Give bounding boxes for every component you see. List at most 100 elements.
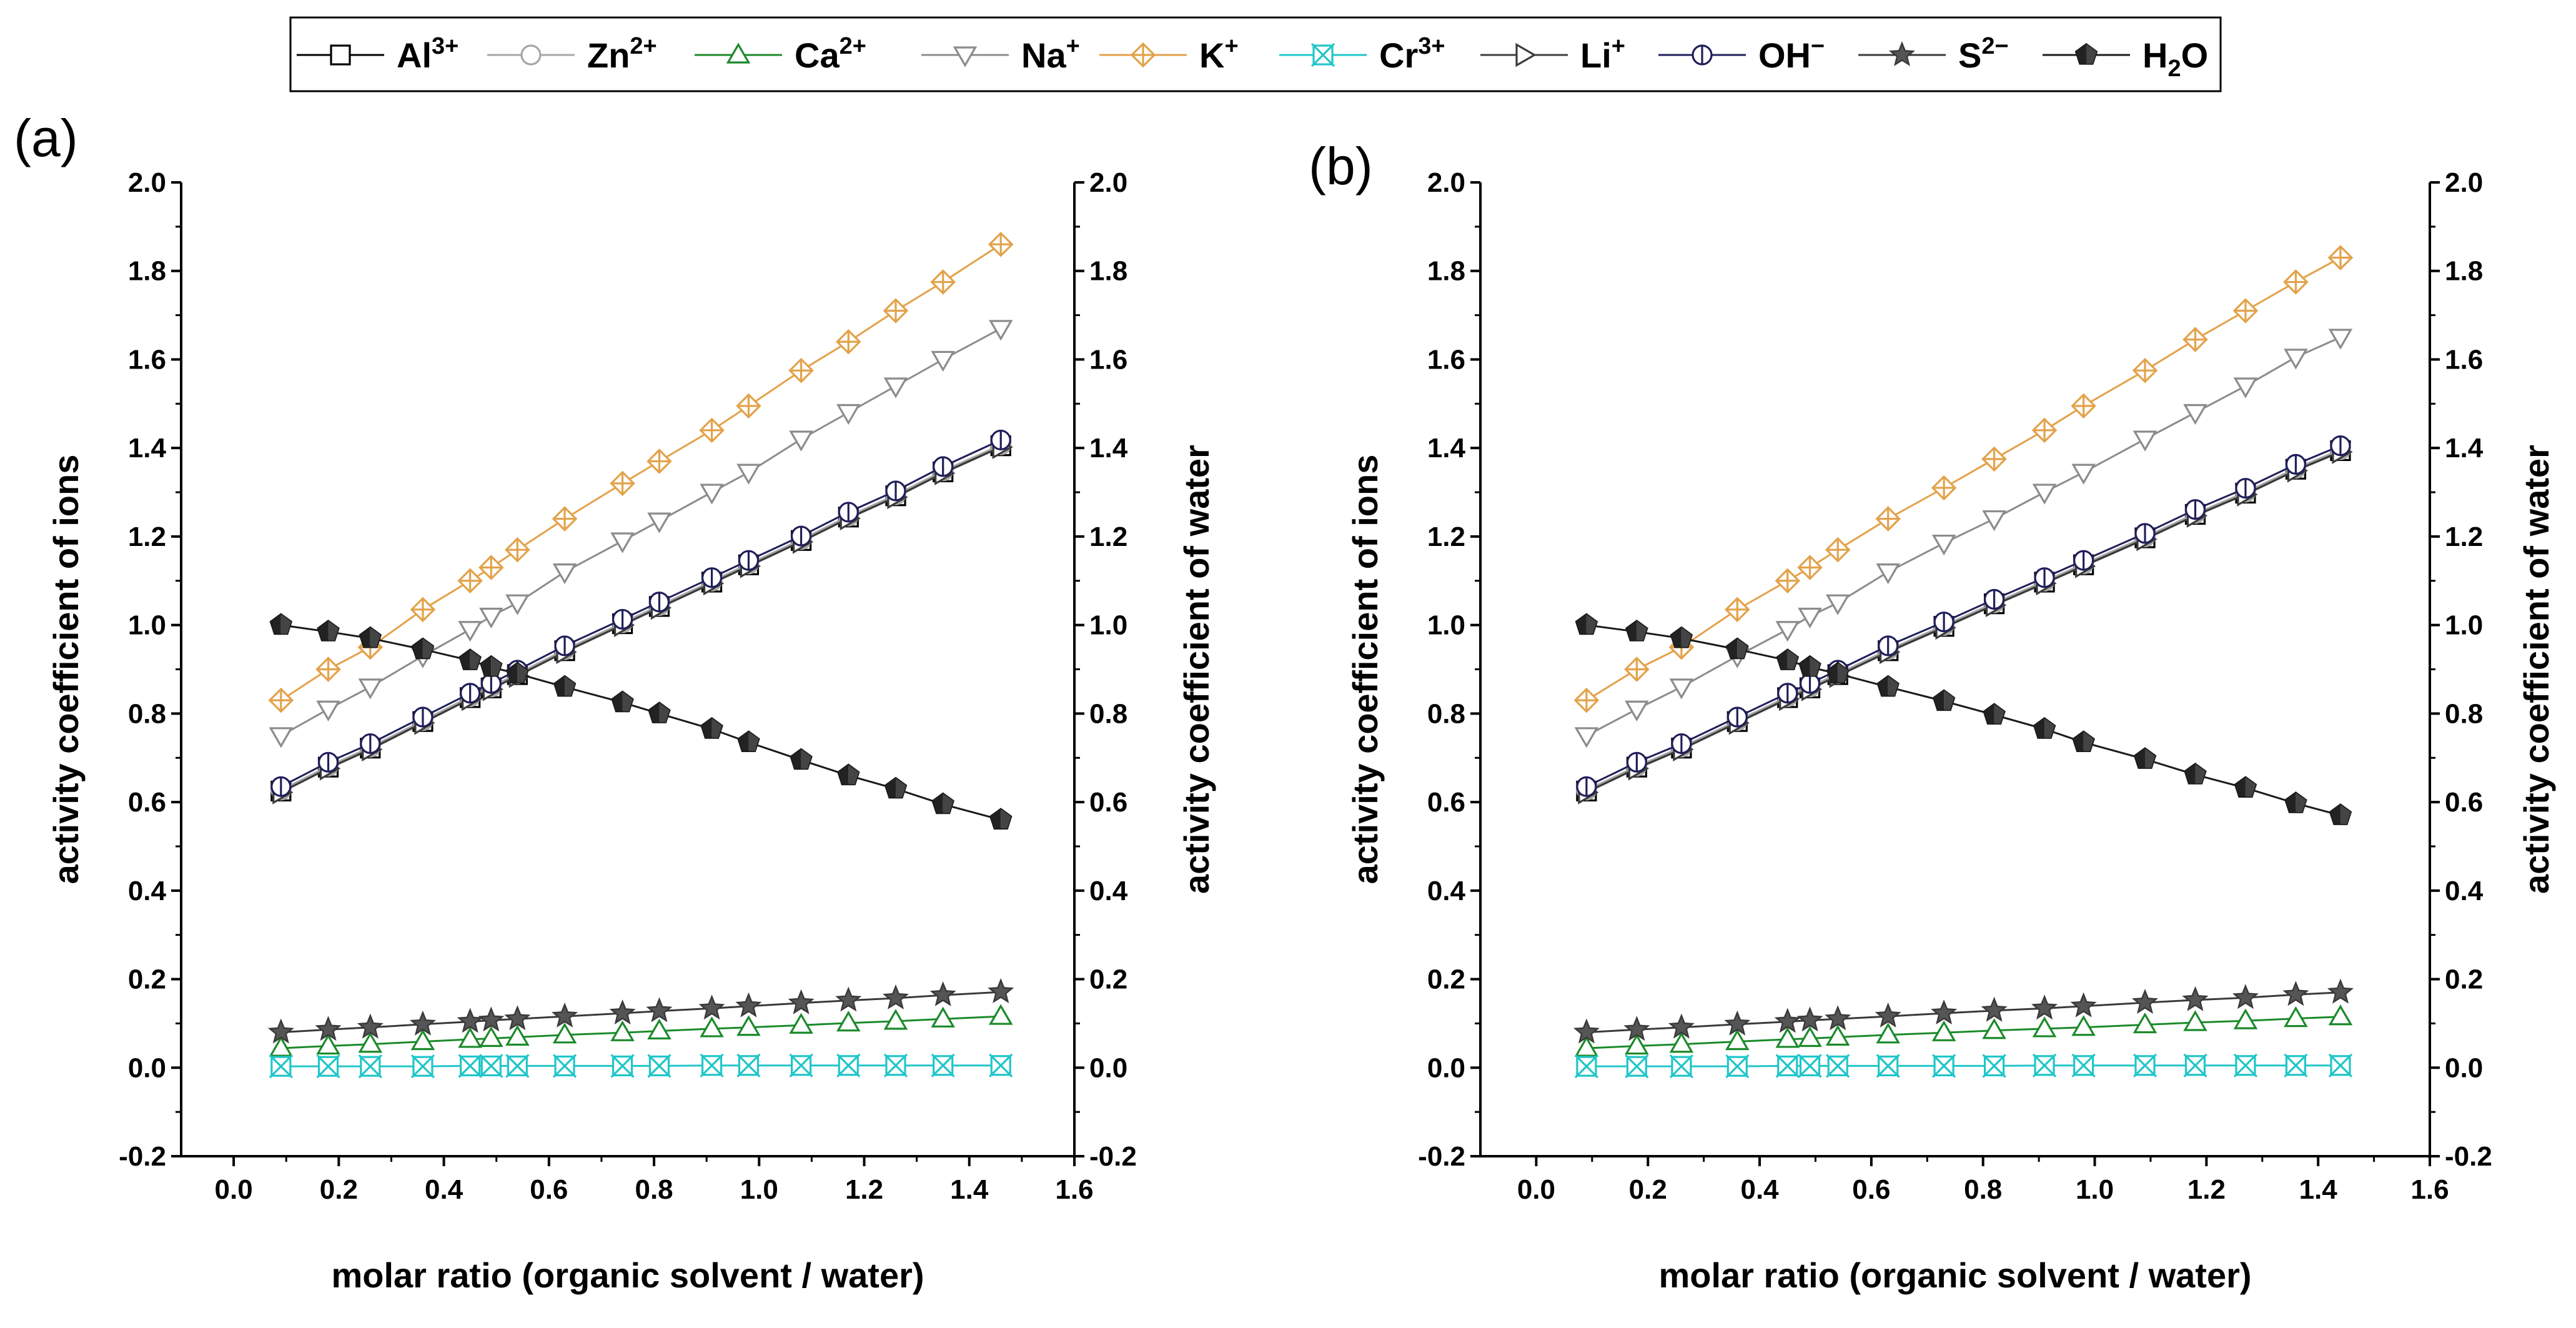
x-tick-label: 1.0 bbox=[2076, 1174, 2114, 1205]
data-point-na bbox=[316, 700, 340, 721]
y-tick-label: -0.2 bbox=[1418, 1141, 1465, 1172]
data-point-na bbox=[736, 463, 761, 485]
data-point-h2o bbox=[480, 655, 503, 677]
data-point-ca bbox=[610, 1020, 635, 1041]
data-point-h2o bbox=[700, 716, 723, 739]
data-point-h2o bbox=[1776, 648, 1800, 670]
data-point-s bbox=[267, 1018, 294, 1044]
data-point-ca bbox=[1775, 1027, 1800, 1048]
data-point-h2o bbox=[2133, 747, 2157, 769]
y-tick-label: 1.6 bbox=[128, 344, 166, 375]
data-point-oh bbox=[933, 456, 954, 477]
data-point-s bbox=[735, 992, 762, 1018]
data-point-cr bbox=[610, 1054, 635, 1078]
data-point-k bbox=[268, 687, 294, 713]
x-tick-label: 1.2 bbox=[2187, 1174, 2226, 1205]
data-point-k bbox=[1981, 446, 2007, 472]
data-point-s bbox=[2232, 984, 2259, 1009]
y-right-tick-label: 0.2 bbox=[2445, 964, 2483, 995]
y-tick-label: 0.2 bbox=[128, 964, 166, 995]
data-point-oh bbox=[2184, 499, 2206, 520]
data-point-k bbox=[930, 269, 956, 295]
data-point-h2o bbox=[1670, 626, 1693, 648]
data-point-cr bbox=[1669, 1054, 1694, 1079]
series-line-ca bbox=[1586, 1016, 2341, 1049]
data-point-cr bbox=[647, 1054, 671, 1078]
data-point-cr bbox=[1775, 1054, 1800, 1078]
series-h2o-a bbox=[269, 613, 1013, 830]
data-point-s bbox=[552, 1002, 578, 1028]
data-point-oh bbox=[838, 502, 859, 523]
x-tick-label: 1.4 bbox=[2299, 1174, 2338, 1205]
data-point-h2o bbox=[1625, 620, 1648, 642]
data-point-oh bbox=[2034, 567, 2055, 588]
data-point-na bbox=[2233, 377, 2258, 399]
data-point-ca bbox=[2183, 1010, 2207, 1031]
data-point-s bbox=[357, 1013, 384, 1039]
data-point-cr bbox=[505, 1054, 530, 1078]
data-point-s bbox=[409, 1010, 436, 1036]
data-point-s bbox=[1724, 1010, 1751, 1036]
data-point-k bbox=[1573, 687, 1600, 713]
data-point-h2o bbox=[359, 626, 382, 648]
data-point-s bbox=[1931, 999, 1958, 1025]
data-point-h2o bbox=[1876, 675, 1900, 697]
data-point-h2o bbox=[269, 613, 293, 635]
y-right-tick-label: -0.2 bbox=[2445, 1141, 2492, 1172]
y-axis-title: activity coefficient of ions bbox=[46, 455, 86, 885]
x-tick-label: 0.8 bbox=[1964, 1174, 2002, 1205]
y-right-tick-label: 1.8 bbox=[2445, 256, 2483, 287]
y-tick-label: 0.2 bbox=[1427, 964, 1465, 995]
legend-label-s: S2− bbox=[1958, 33, 2009, 75]
data-point-s bbox=[1981, 996, 2008, 1022]
data-point-k bbox=[315, 657, 341, 682]
data-point-ca bbox=[2032, 1016, 2057, 1038]
legend-marker-zn bbox=[520, 44, 542, 66]
legend-item-cr: Cr3+ bbox=[1279, 33, 1445, 75]
data-point-h2o bbox=[837, 763, 860, 786]
data-point-na bbox=[505, 594, 530, 615]
y-right-tick-label: 1.8 bbox=[1089, 256, 1127, 287]
y-tick-label: 1.0 bbox=[1427, 610, 1465, 641]
data-point-k bbox=[788, 357, 814, 384]
series-cr-a bbox=[269, 1053, 1013, 1079]
series-s-b bbox=[1573, 978, 2354, 1044]
data-point-ca bbox=[458, 1027, 482, 1048]
legend-marker-oh bbox=[1692, 44, 1713, 66]
y-right-tick-label: 1.6 bbox=[1089, 344, 1127, 375]
data-point-oh bbox=[990, 429, 1011, 451]
data-point-na bbox=[552, 563, 577, 585]
y-tick-label: 1.8 bbox=[1427, 256, 1465, 287]
y-right-tick-label: -0.2 bbox=[1089, 1141, 1137, 1172]
series-h2o-b bbox=[1575, 613, 2352, 825]
data-point-na bbox=[1825, 594, 1850, 615]
data-point-s bbox=[504, 1005, 531, 1031]
legend-item-oh: OH− bbox=[1658, 33, 1825, 75]
y-tick-label: 0.8 bbox=[128, 698, 166, 729]
series-k-b bbox=[1573, 245, 2354, 713]
data-point-oh bbox=[648, 592, 670, 613]
data-point-na bbox=[836, 404, 861, 425]
data-point-h2o bbox=[790, 748, 813, 770]
data-point-cr bbox=[1826, 1054, 1850, 1078]
y-right-tick-label: 0.4 bbox=[2445, 876, 2484, 906]
data-point-oh bbox=[885, 480, 906, 502]
data-point-na bbox=[1876, 563, 1900, 585]
data-point-s bbox=[2132, 989, 2158, 1014]
x-tick-label: 0.0 bbox=[1517, 1174, 1555, 1205]
data-point-na bbox=[988, 320, 1013, 341]
y-tick-label: 1.2 bbox=[128, 522, 166, 552]
data-point-k bbox=[1931, 475, 1957, 501]
data-point-k bbox=[988, 231, 1014, 257]
panel-a-chart: -0.2 0.0 0.2 0.4 0.6 0.8 1.0 1.2 1.4 1.6 1.8 2.0 -0.… bbox=[14, 109, 1216, 1295]
data-point-ca bbox=[931, 1006, 955, 1028]
data-point-cr bbox=[2284, 1053, 2308, 1078]
data-point-oh bbox=[2285, 453, 2307, 475]
data-point-ca bbox=[883, 1009, 908, 1030]
data-point-na bbox=[2284, 349, 2308, 370]
data-point-k bbox=[2031, 417, 2058, 443]
data-point-oh bbox=[270, 776, 292, 797]
data-point-k bbox=[1725, 597, 1750, 623]
data-point-s bbox=[1573, 1018, 1600, 1044]
